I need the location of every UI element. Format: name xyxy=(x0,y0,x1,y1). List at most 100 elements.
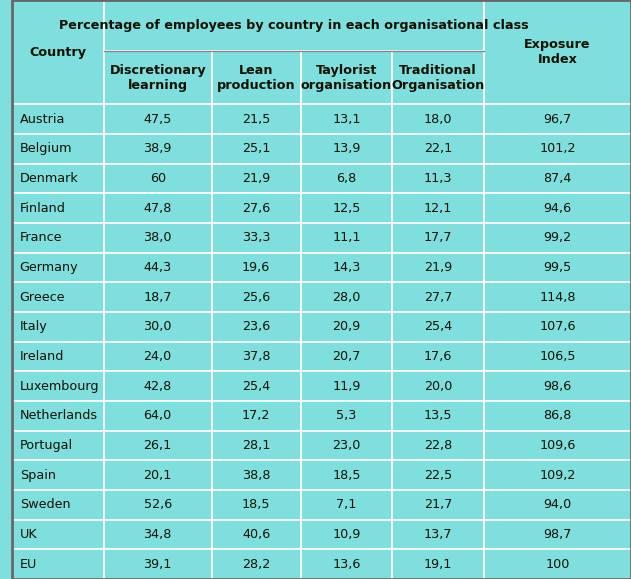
Text: 5,3: 5,3 xyxy=(336,409,357,422)
Bar xyxy=(392,520,484,549)
Text: 98,7: 98,7 xyxy=(543,528,572,541)
Bar xyxy=(13,312,104,342)
Text: 18,7: 18,7 xyxy=(143,291,172,303)
Bar xyxy=(104,134,211,163)
Text: 13,1: 13,1 xyxy=(332,112,361,126)
Text: 25,4: 25,4 xyxy=(242,380,270,393)
Text: 26,1: 26,1 xyxy=(144,439,172,452)
Text: 101,2: 101,2 xyxy=(539,142,575,155)
Text: 98,6: 98,6 xyxy=(543,380,572,393)
Text: 99,2: 99,2 xyxy=(543,231,572,244)
Text: 23,6: 23,6 xyxy=(242,320,270,334)
Text: 10,9: 10,9 xyxy=(332,528,360,541)
Bar xyxy=(104,0,484,51)
Text: 39,1: 39,1 xyxy=(143,558,172,571)
Bar xyxy=(211,520,300,549)
Bar xyxy=(300,163,392,193)
Text: 18,0: 18,0 xyxy=(424,112,452,126)
Text: 23,0: 23,0 xyxy=(332,439,360,452)
Text: 6,8: 6,8 xyxy=(336,172,357,185)
Bar xyxy=(211,312,300,342)
Text: 60: 60 xyxy=(150,172,166,185)
Bar xyxy=(13,252,104,283)
Bar xyxy=(13,104,104,134)
Bar xyxy=(104,460,211,490)
Bar xyxy=(13,401,104,431)
Text: 11,1: 11,1 xyxy=(332,231,361,244)
Bar xyxy=(484,0,631,104)
Text: 99,5: 99,5 xyxy=(543,261,572,274)
Text: 47,5: 47,5 xyxy=(143,112,172,126)
Bar xyxy=(484,163,631,193)
Bar xyxy=(13,283,104,312)
Bar xyxy=(13,549,104,579)
Text: 20,9: 20,9 xyxy=(333,320,360,334)
Text: 30,0: 30,0 xyxy=(143,320,172,334)
Bar xyxy=(104,342,211,371)
Text: 100: 100 xyxy=(545,558,570,571)
Bar xyxy=(392,193,484,223)
Text: 21,7: 21,7 xyxy=(424,499,452,511)
Text: Sweden: Sweden xyxy=(20,499,70,511)
Text: Italy: Italy xyxy=(20,320,47,334)
Text: UK: UK xyxy=(20,528,37,541)
Bar xyxy=(484,104,631,134)
Bar xyxy=(484,431,631,460)
Text: 24,0: 24,0 xyxy=(144,350,172,363)
Text: 25,1: 25,1 xyxy=(242,142,270,155)
Text: Ireland: Ireland xyxy=(20,350,64,363)
Text: 18,5: 18,5 xyxy=(242,499,270,511)
Bar xyxy=(104,51,211,104)
Bar xyxy=(104,549,211,579)
Text: Country: Country xyxy=(30,46,86,58)
Text: Finland: Finland xyxy=(20,201,66,215)
Bar xyxy=(211,51,300,104)
Text: 20,1: 20,1 xyxy=(143,468,172,482)
Bar xyxy=(211,252,300,283)
Bar xyxy=(392,283,484,312)
Text: 19,6: 19,6 xyxy=(242,261,270,274)
Bar xyxy=(211,431,300,460)
Bar xyxy=(211,401,300,431)
Bar xyxy=(104,283,211,312)
Text: 28,2: 28,2 xyxy=(242,558,270,571)
Text: Exposure
Index: Exposure Index xyxy=(524,38,591,66)
Text: 27,6: 27,6 xyxy=(242,201,270,215)
Text: 13,6: 13,6 xyxy=(332,558,360,571)
Bar xyxy=(13,0,104,104)
Text: Traditional
Organisation: Traditional Organisation xyxy=(391,64,485,91)
Text: 20,0: 20,0 xyxy=(424,380,452,393)
Bar xyxy=(300,460,392,490)
Bar xyxy=(211,134,300,163)
Bar xyxy=(484,252,631,283)
Bar xyxy=(484,134,631,163)
Bar xyxy=(484,193,631,223)
Bar xyxy=(211,163,300,193)
Bar xyxy=(484,490,631,520)
Bar xyxy=(300,193,392,223)
Bar xyxy=(392,460,484,490)
Bar xyxy=(13,520,104,549)
Bar xyxy=(211,223,300,252)
Bar xyxy=(484,342,631,371)
Bar xyxy=(392,431,484,460)
Text: 38,9: 38,9 xyxy=(143,142,172,155)
Bar xyxy=(300,490,392,520)
Text: Germany: Germany xyxy=(20,261,78,274)
Text: 21,9: 21,9 xyxy=(242,172,270,185)
Bar xyxy=(211,371,300,401)
Bar xyxy=(104,104,211,134)
Bar xyxy=(13,193,104,223)
Text: 22,1: 22,1 xyxy=(424,142,452,155)
Bar xyxy=(392,549,484,579)
Text: 106,5: 106,5 xyxy=(539,350,575,363)
Text: Belgium: Belgium xyxy=(20,142,72,155)
Text: 37,8: 37,8 xyxy=(242,350,270,363)
Bar xyxy=(211,490,300,520)
Text: 22,8: 22,8 xyxy=(424,439,452,452)
Bar xyxy=(392,490,484,520)
Bar xyxy=(484,460,631,490)
Text: 13,7: 13,7 xyxy=(424,528,452,541)
Text: 12,5: 12,5 xyxy=(332,201,360,215)
Bar xyxy=(211,549,300,579)
